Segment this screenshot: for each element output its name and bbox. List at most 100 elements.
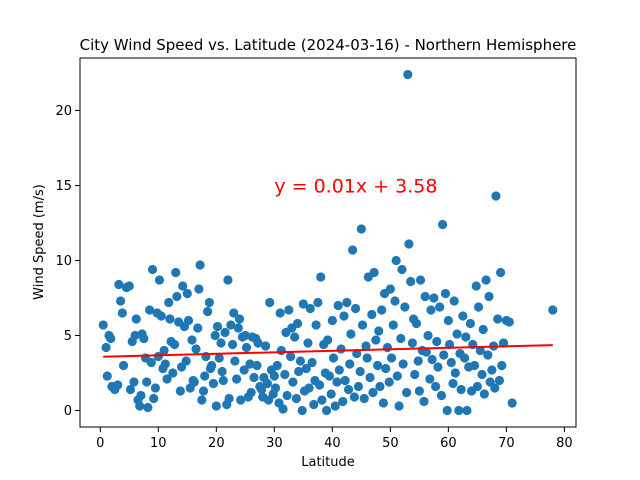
data-point	[316, 272, 326, 282]
data-point	[223, 275, 233, 285]
data-point	[187, 335, 197, 345]
data-point	[136, 390, 146, 401]
data-point	[168, 368, 178, 378]
data-point	[211, 401, 221, 411]
data-point	[356, 224, 366, 234]
data-point	[198, 386, 209, 396]
data-point	[443, 315, 453, 326]
data-point	[390, 296, 400, 306]
regression-line	[103, 344, 553, 358]
data-point	[398, 359, 408, 369]
data-point	[346, 329, 356, 339]
data-point	[415, 275, 426, 285]
data-point	[349, 392, 359, 402]
data-point	[407, 338, 418, 348]
data-point	[207, 360, 217, 371]
data-point	[450, 368, 460, 378]
x-tick-label: 60	[440, 436, 457, 451]
data-point	[245, 359, 255, 369]
data-point	[269, 371, 279, 381]
data-point	[164, 297, 174, 308]
data-point	[479, 389, 489, 399]
data-point	[494, 375, 505, 386]
data-point	[371, 335, 381, 345]
data-point	[403, 69, 413, 80]
data-point	[436, 390, 447, 401]
data-point	[216, 338, 226, 348]
data-point	[435, 302, 445, 312]
data-point	[303, 338, 313, 348]
data-point	[208, 378, 219, 389]
data-point	[224, 393, 234, 404]
x-tick-label: 0	[96, 436, 104, 451]
data-point	[106, 333, 116, 344]
data-point	[297, 405, 307, 416]
data-point	[226, 320, 236, 330]
y-tick-label: 5	[64, 329, 72, 344]
data-point	[182, 288, 192, 299]
data-point	[327, 315, 337, 326]
data-point	[328, 353, 339, 363]
data-point	[212, 321, 223, 332]
data-point	[246, 387, 256, 398]
data-point	[460, 353, 470, 363]
data-point	[265, 297, 275, 308]
y-axis-ticks: 0 5 10 15 20	[55, 104, 80, 419]
data-point	[373, 360, 383, 371]
data-point	[345, 359, 355, 369]
data-point	[504, 317, 514, 327]
y-axis-title: Wind Speed (m/s)	[32, 184, 47, 300]
data-point	[98, 320, 108, 330]
data-point	[135, 401, 145, 411]
data-point	[229, 308, 239, 318]
data-point	[427, 354, 437, 365]
data-point	[449, 296, 459, 306]
data-point	[469, 360, 480, 371]
data-point	[484, 291, 494, 302]
data-point	[473, 302, 484, 312]
x-tick-label: 40	[324, 436, 341, 451]
data-point	[113, 380, 123, 390]
data-point	[304, 383, 314, 393]
x-axis-ticks: 0 10 20 30 40 50 60 70 80	[96, 427, 573, 451]
data-point	[317, 395, 327, 405]
data-point	[394, 401, 404, 411]
data-point	[355, 366, 365, 377]
data-point	[278, 404, 288, 414]
data-point	[386, 353, 397, 363]
data-point	[367, 309, 377, 320]
data-point	[292, 318, 303, 329]
data-point	[220, 327, 230, 338]
data-point	[338, 396, 348, 407]
data-point	[189, 377, 199, 387]
data-point	[402, 387, 412, 398]
x-tick-label: 20	[208, 436, 225, 451]
data-point	[421, 347, 431, 357]
data-point	[340, 375, 350, 386]
data-point	[369, 267, 379, 278]
data-point	[339, 311, 349, 321]
data-point	[357, 320, 368, 330]
data-point	[210, 330, 220, 341]
data-point	[400, 302, 410, 312]
data-point	[495, 267, 506, 278]
data-point	[448, 378, 458, 389]
data-point	[295, 356, 306, 366]
data-point	[175, 386, 185, 396]
data-point	[270, 383, 281, 393]
data-point	[183, 315, 194, 326]
data-point	[181, 356, 191, 366]
data-point	[431, 381, 441, 392]
data-point	[353, 381, 364, 392]
data-point	[432, 336, 442, 347]
data-point	[178, 281, 188, 291]
data-point	[240, 330, 250, 341]
data-point	[156, 311, 166, 321]
x-tick-label: 80	[556, 436, 573, 451]
data-point	[162, 374, 172, 384]
data-point	[396, 333, 406, 344]
data-point	[239, 365, 249, 375]
data-point	[171, 267, 181, 278]
data-point	[194, 284, 204, 294]
data-point	[475, 345, 485, 356]
